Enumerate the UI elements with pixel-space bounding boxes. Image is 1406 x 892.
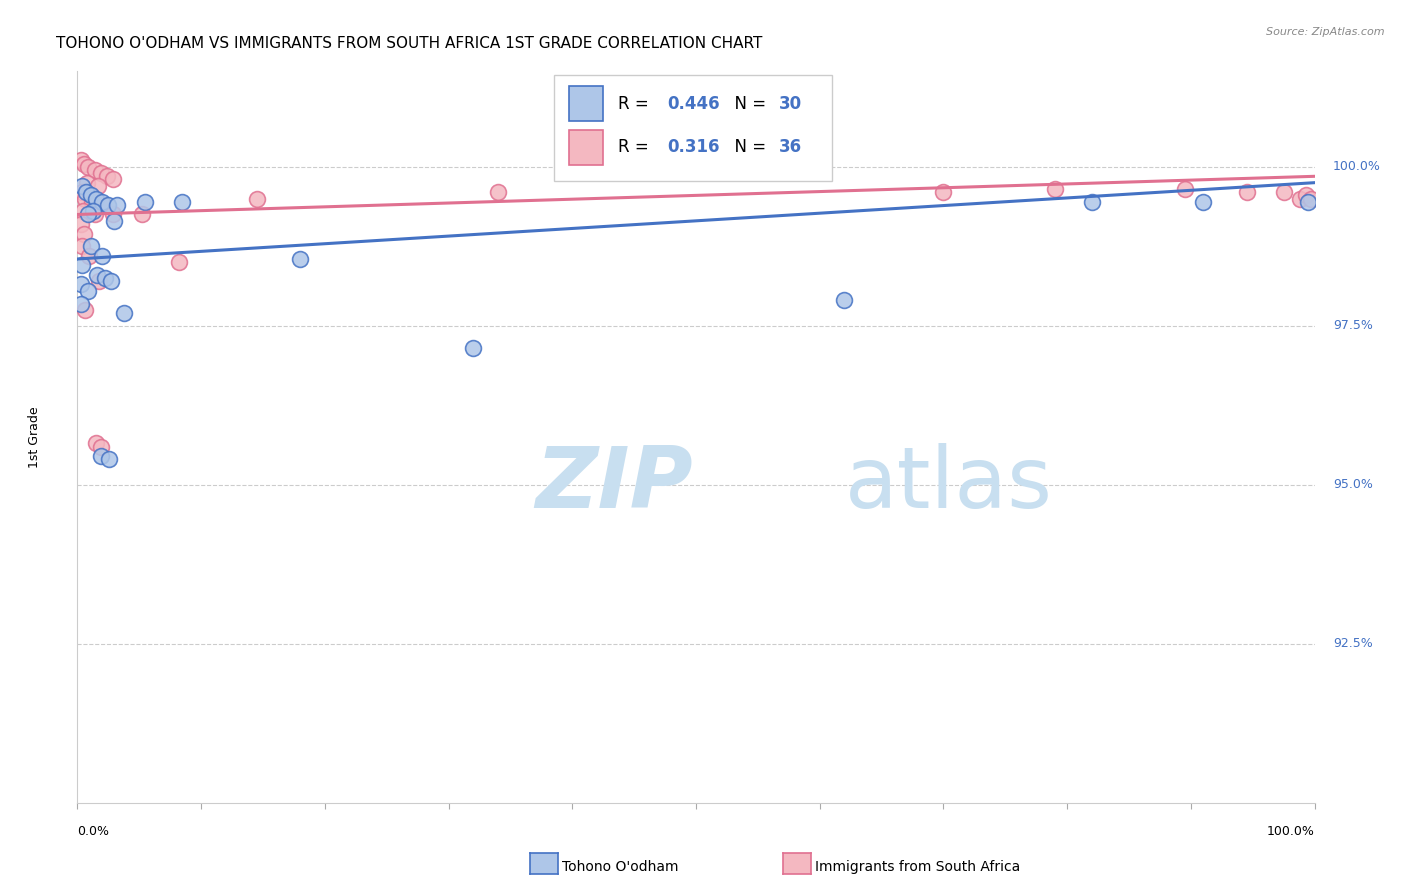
- Point: [70, 277, 93, 292]
- Text: 0.0%: 0.0%: [77, 825, 110, 838]
- Point: [932, 185, 955, 199]
- Text: 100.0%: 100.0%: [1267, 825, 1315, 838]
- Point: [101, 207, 124, 221]
- Point: [84, 207, 107, 221]
- Point: [72, 204, 94, 219]
- Text: N =: N =: [724, 95, 772, 112]
- Point: [87, 178, 110, 193]
- Point: [87, 274, 110, 288]
- Point: [70, 153, 93, 168]
- Point: [77, 207, 100, 221]
- Text: 0.446: 0.446: [668, 95, 720, 112]
- Point: [1081, 194, 1104, 209]
- Point: [73, 227, 96, 241]
- Point: [82, 204, 104, 219]
- Point: [1174, 182, 1197, 196]
- Point: [72, 178, 94, 193]
- Point: [91, 249, 114, 263]
- Point: [80, 194, 103, 209]
- Point: [103, 214, 125, 228]
- Point: [80, 188, 103, 202]
- Point: [1272, 185, 1295, 199]
- Point: [172, 194, 194, 209]
- Point: [70, 296, 93, 310]
- Point: [90, 449, 112, 463]
- Point: [1295, 188, 1317, 202]
- Point: [93, 271, 115, 285]
- Point: [77, 160, 100, 174]
- Text: 95.0%: 95.0%: [1333, 478, 1374, 491]
- Point: [75, 302, 97, 317]
- Text: 97.5%: 97.5%: [1333, 319, 1374, 333]
- Point: [76, 176, 98, 190]
- Point: [90, 440, 112, 454]
- Point: [105, 198, 128, 212]
- Point: [1299, 192, 1322, 206]
- Point: [112, 306, 135, 320]
- Point: [86, 268, 108, 282]
- Point: [75, 192, 97, 206]
- Point: [72, 258, 94, 272]
- Bar: [554, 75, 832, 181]
- Point: [1043, 182, 1066, 196]
- Point: [91, 194, 114, 209]
- Text: 92.5%: 92.5%: [1333, 637, 1372, 650]
- Point: [69, 217, 91, 231]
- Point: [96, 169, 118, 184]
- Point: [246, 192, 269, 206]
- Point: [77, 249, 100, 263]
- Point: [834, 293, 856, 308]
- Text: 100.0%: 100.0%: [1333, 161, 1381, 173]
- Point: [77, 284, 100, 298]
- Point: [1288, 192, 1310, 206]
- Point: [83, 163, 105, 178]
- Point: [1298, 194, 1320, 209]
- Point: [463, 341, 485, 355]
- Text: 36: 36: [779, 138, 801, 156]
- Point: [167, 255, 190, 269]
- Text: R =: R =: [619, 138, 654, 156]
- Text: Source: ZipAtlas.com: Source: ZipAtlas.com: [1267, 27, 1385, 37]
- Bar: [568, 86, 603, 121]
- Text: atlas: atlas: [845, 443, 1053, 526]
- Text: TOHONO O'ODHAM VS IMMIGRANTS FROM SOUTH AFRICA 1ST GRADE CORRELATION CHART: TOHONO O'ODHAM VS IMMIGRANTS FROM SOUTH …: [56, 36, 762, 51]
- Point: [97, 198, 120, 212]
- Point: [80, 239, 103, 253]
- Point: [131, 207, 153, 221]
- Point: [90, 166, 112, 180]
- Point: [84, 192, 107, 206]
- Point: [91, 198, 114, 212]
- Text: 0.316: 0.316: [668, 138, 720, 156]
- Point: [84, 436, 107, 450]
- Text: N =: N =: [724, 138, 772, 156]
- Text: 1st Grade: 1st Grade: [28, 406, 41, 468]
- Point: [1192, 194, 1215, 209]
- Point: [103, 172, 125, 186]
- Point: [1236, 185, 1258, 199]
- Text: Immigrants from South Africa: Immigrants from South Africa: [815, 860, 1021, 874]
- Point: [73, 156, 96, 170]
- Text: Tohono O'odham: Tohono O'odham: [562, 860, 679, 874]
- Point: [70, 239, 93, 253]
- Point: [75, 185, 97, 199]
- Text: R =: R =: [619, 95, 654, 112]
- Point: [134, 194, 156, 209]
- Point: [70, 185, 93, 199]
- Text: ZIP: ZIP: [536, 443, 693, 526]
- Bar: [568, 130, 603, 165]
- Point: [288, 252, 311, 266]
- Point: [486, 185, 509, 199]
- Text: 30: 30: [779, 95, 801, 112]
- Point: [98, 452, 121, 467]
- Point: [100, 274, 122, 288]
